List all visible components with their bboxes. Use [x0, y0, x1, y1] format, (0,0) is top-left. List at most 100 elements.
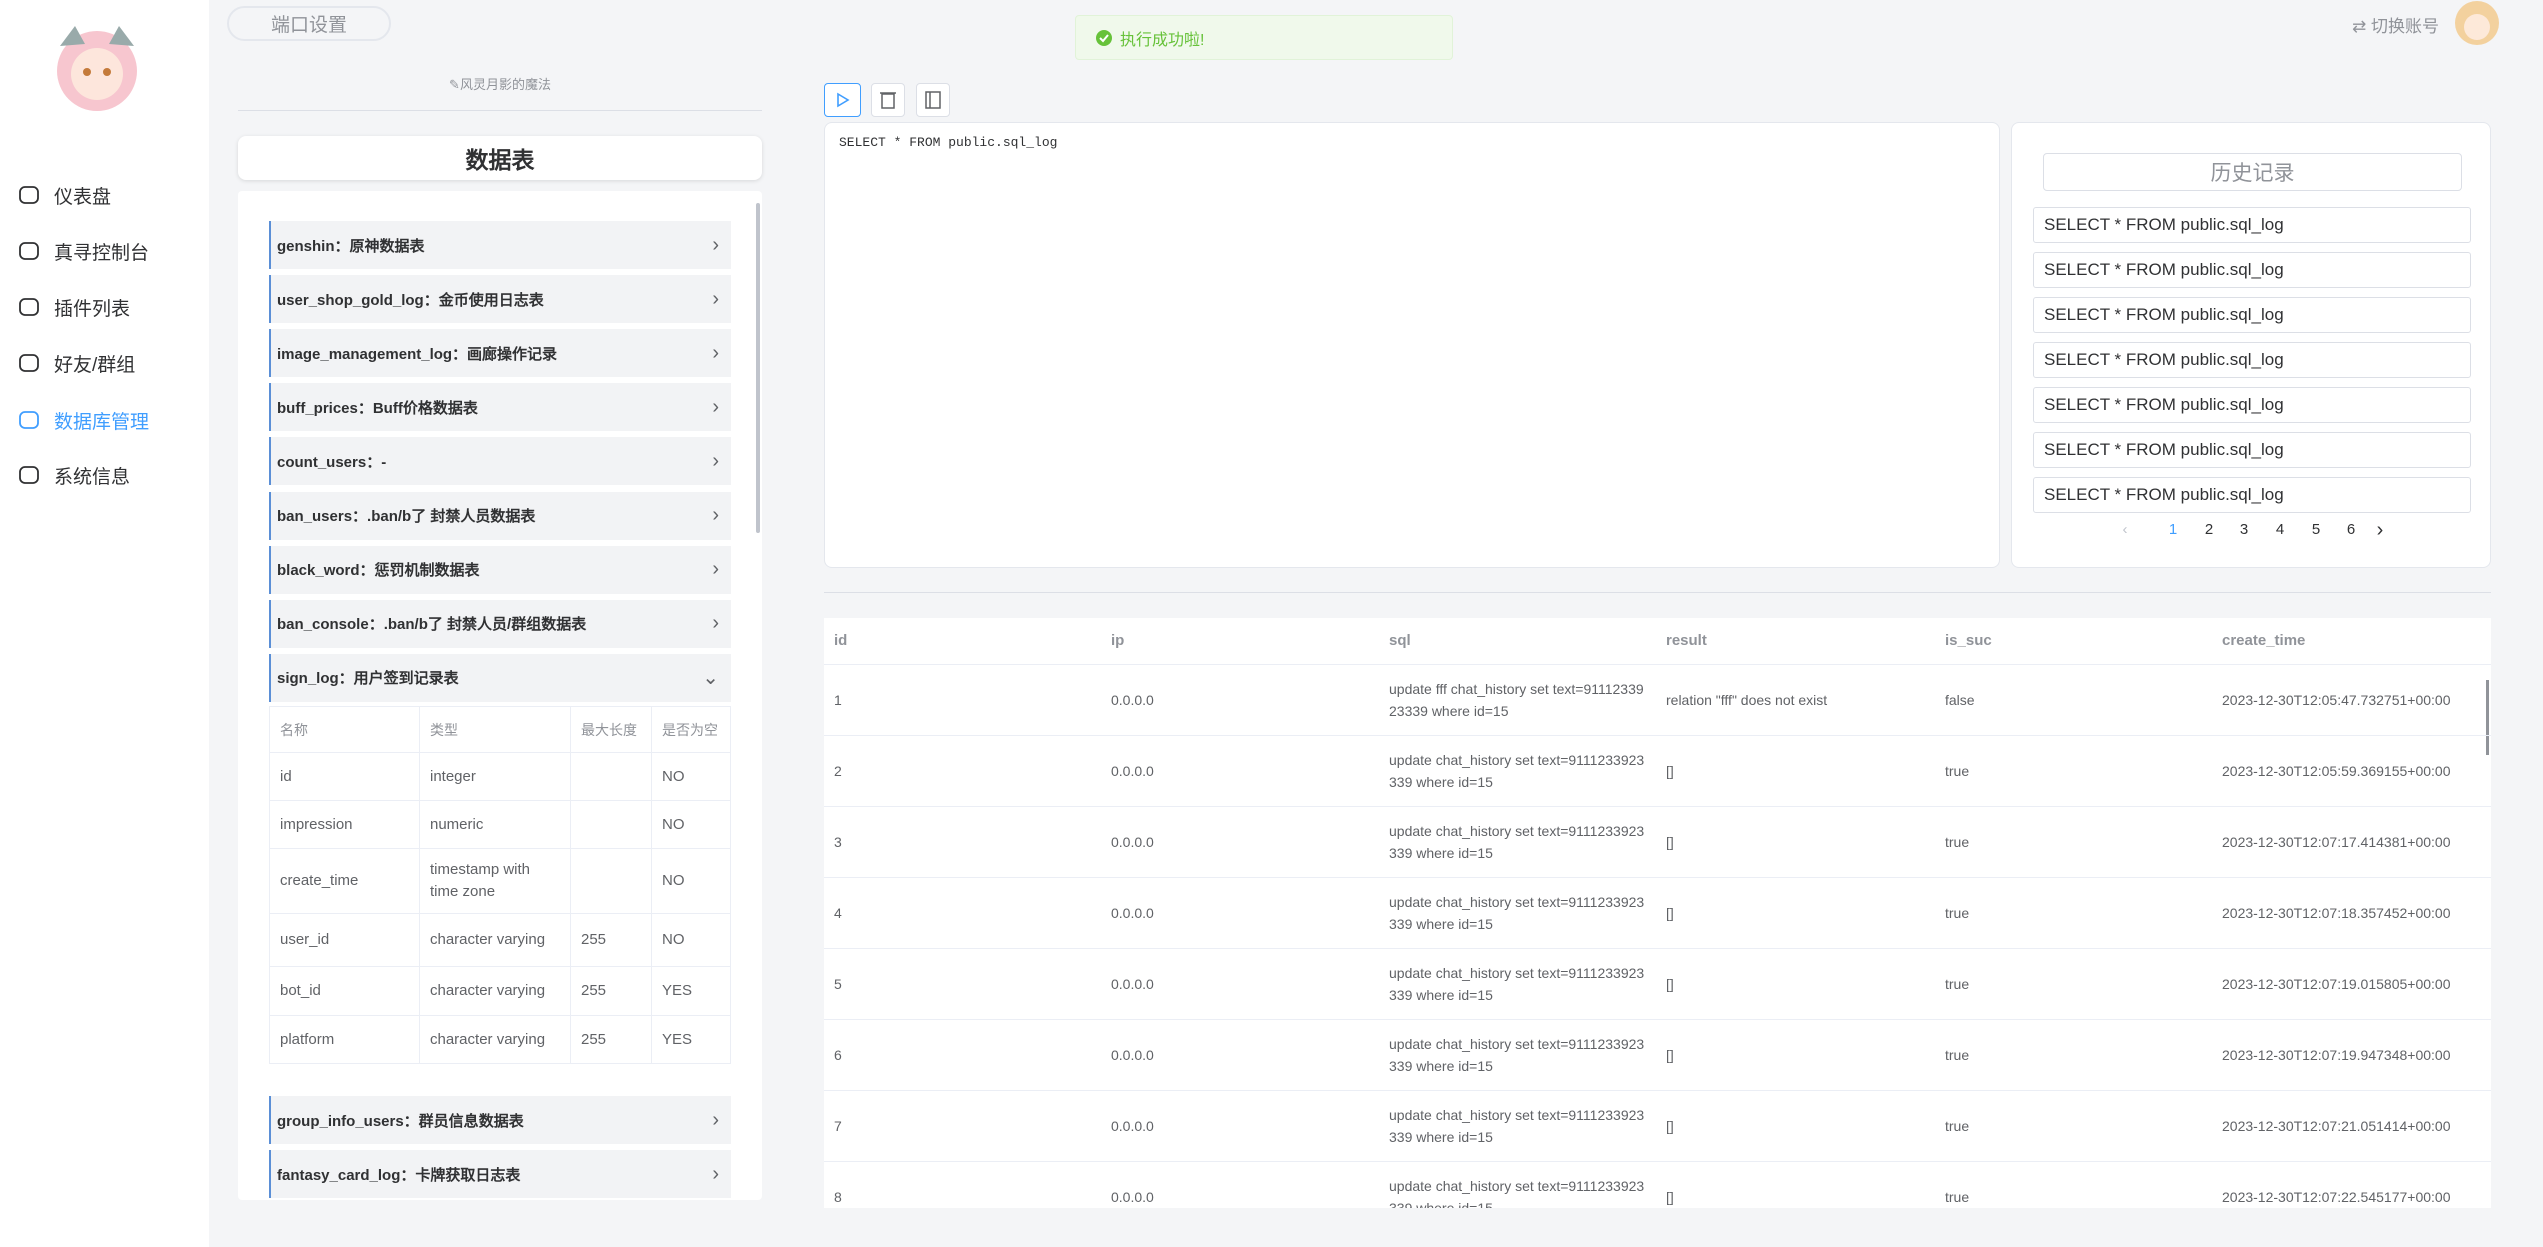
menu-item[interactable]: 插件列表	[18, 287, 208, 327]
port-button[interactable]: 端口设置	[227, 6, 391, 41]
table-item[interactable]: black_word：惩罚机制数据表 ›	[269, 545, 731, 594]
history-item[interactable]: SELECT * FROM public.sql_log	[2033, 477, 2471, 513]
result-cell: update chat_history set text=91112339233…	[1379, 1162, 1656, 1208]
page-number[interactable]: 6	[2346, 521, 2356, 538]
history-item[interactable]: SELECT * FROM public.sql_log	[2033, 342, 2471, 378]
table-item[interactable]: sign_log：用户签到记录表 ⌄	[269, 653, 731, 702]
subtitle-text: 风灵月影的魔法	[459, 77, 551, 92]
result-cell: 2	[824, 736, 1101, 807]
toast-text: 执行成功啦!	[1120, 31, 1205, 49]
column-cell: 255	[571, 914, 652, 967]
result-cell: []	[1656, 878, 1935, 949]
page-number[interactable]: 2	[2204, 521, 2214, 538]
page-number[interactable]: 3	[2239, 521, 2249, 538]
result-cell: 7	[824, 1091, 1101, 1162]
column-header: 最大长度	[571, 706, 652, 753]
history-item[interactable]: SELECT * FROM public.sql_log	[2033, 387, 2471, 423]
menu-label: 插件列表	[54, 298, 131, 320]
result-cell: []	[1656, 736, 1935, 807]
result-cell: true	[1935, 1162, 2212, 1208]
page-number[interactable]: 1	[2168, 521, 2178, 538]
column-cell: character varying	[420, 967, 571, 1016]
result-cell: true	[1935, 1020, 2212, 1091]
menu-item[interactable]: 真寻控制台	[18, 231, 208, 271]
result-cell: 0.0.0.0	[1101, 878, 1379, 949]
history-item[interactable]: SELECT * FROM public.sql_log	[2033, 297, 2471, 333]
result-cell: []	[1656, 1162, 1935, 1208]
result-cell: 2023-12-30T12:05:47.732751+00:00	[2212, 665, 2491, 736]
result-cell: update fff chat_history set text=9111233…	[1379, 665, 1656, 736]
menu-label: 真寻控制台	[54, 242, 150, 264]
column-cell: integer	[420, 753, 571, 801]
menu-item[interactable]: 好友/群组	[18, 343, 208, 383]
table-item[interactable]: ban_console：.ban/b了 封禁人员/群组数据表 ›	[269, 599, 731, 648]
history-panel: 历史记录 SELECT * FROM public.sql_log SELECT *…	[2011, 122, 2491, 568]
format-button[interactable]	[916, 83, 950, 117]
result-cell: update chat_history set text=91112339233…	[1379, 878, 1656, 949]
column-cell: id	[269, 753, 420, 801]
table-name: ban_console：.ban/b了 封禁人员/群组数据表	[277, 616, 587, 634]
avatar[interactable]	[2454, 0, 2500, 46]
result-cell: true	[1935, 807, 2212, 878]
result-cell: 2023-12-30T12:05:59.369155+00:00	[2212, 736, 2491, 807]
result-cell: 2023-12-30T12:07:22.545177+00:00	[2212, 1162, 2491, 1208]
column-cell: character varying	[420, 1016, 571, 1064]
table-item[interactable]: fantasy_card_log：卡牌获取日志表 ›	[269, 1150, 731, 1198]
menu-item[interactable]: 数据库管理	[18, 400, 208, 440]
result-cell: 0.0.0.0	[1101, 1162, 1379, 1208]
menu-label: 系统信息	[54, 466, 131, 488]
menu-item[interactable]: 仪表盘	[18, 175, 208, 215]
result-cell: 2023-12-30T12:07:19.015805+00:00	[2212, 949, 2491, 1020]
switch-account-text: 切换账号	[2370, 17, 2439, 36]
result-cell: 0.0.0.0	[1101, 807, 1379, 878]
table-item[interactable]: count_users：- ›	[269, 437, 731, 486]
menu-icon	[19, 466, 39, 484]
page-number[interactable]: 4	[2275, 521, 2285, 538]
result-table: id ip sql result is_suc create_time 1 0.0.0.0 up…	[824, 618, 2491, 1208]
result-header: result	[1656, 618, 1935, 665]
toast-icon	[1096, 30, 1112, 46]
panel-subtitle: ✎风灵月影的魔法	[449, 77, 551, 92]
menu-icon	[19, 186, 39, 204]
table-name: buff_prices：Buff价格数据表	[277, 399, 478, 417]
history-item[interactable]: SELECT * FROM public.sql_log	[2033, 207, 2471, 243]
history-item[interactable]: SELECT * FROM public.sql_log	[2033, 432, 2471, 468]
chevron: ›	[712, 612, 719, 635]
column-cell: 255	[571, 1016, 652, 1064]
menu-label: 好友/群组	[54, 354, 136, 376]
result-cell: 3	[824, 807, 1101, 878]
table-item[interactable]: user_shop_gold_log：金币使用日志表 ›	[269, 275, 731, 324]
table-item[interactable]: genshin：原神数据表 ›	[269, 221, 731, 269]
menu-label: 仪表盘	[54, 186, 112, 208]
menu-label: 数据库管理	[54, 411, 150, 433]
history-title: 历史记录	[2043, 153, 2462, 191]
table-item[interactable]: image_management_log：画廊操作记录 ›	[269, 329, 731, 378]
result-header: sql	[1379, 618, 1656, 665]
page-number[interactable]: 5	[2311, 521, 2321, 538]
result-cell: true	[1935, 1091, 2212, 1162]
table-item[interactable]: group_info_users：群员信息数据表 ›	[269, 1096, 731, 1144]
column-cell: user_id	[269, 914, 420, 967]
run-button[interactable]	[824, 83, 861, 117]
prev-page[interactable]: ‹	[2122, 521, 2128, 538]
result-cell: 2023-12-30T12:07:19.947348+00:00	[2212, 1020, 2491, 1091]
result-cell: 6	[824, 1020, 1101, 1091]
column-cell: platform	[269, 1016, 420, 1064]
sql-editor[interactable]: SELECT * FROM public.sql_log	[824, 122, 2000, 568]
chevron: ›	[712, 449, 719, 472]
result-cell: 0.0.0.0	[1101, 1020, 1379, 1091]
table-item[interactable]: buff_prices：Buff价格数据表 ›	[269, 383, 731, 432]
column-cell	[571, 801, 652, 849]
result-cell: 2023-12-30T12:07:18.357452+00:00	[2212, 878, 2491, 949]
menu-item[interactable]: 系统信息	[18, 455, 208, 495]
chevron: ⌄	[702, 667, 719, 690]
result-cell: []	[1656, 807, 1935, 878]
table-list: genshin：原神数据表 › user_shop_gold_log：金币使用日志表…	[238, 191, 762, 1200]
table-item[interactable]: ban_users：.ban/b了 封禁人员数据表 ›	[269, 491, 731, 540]
clear-button[interactable]	[871, 83, 905, 117]
table-name: sign_log：用户签到记录表	[277, 670, 459, 688]
history-item[interactable]: SELECT * FROM public.sql_log	[2033, 252, 2471, 288]
next-page[interactable]: ›	[2376, 519, 2384, 541]
switch-account[interactable]: ⇄ 切换账号	[2352, 17, 2439, 36]
result-cell: 0.0.0.0	[1101, 736, 1379, 807]
